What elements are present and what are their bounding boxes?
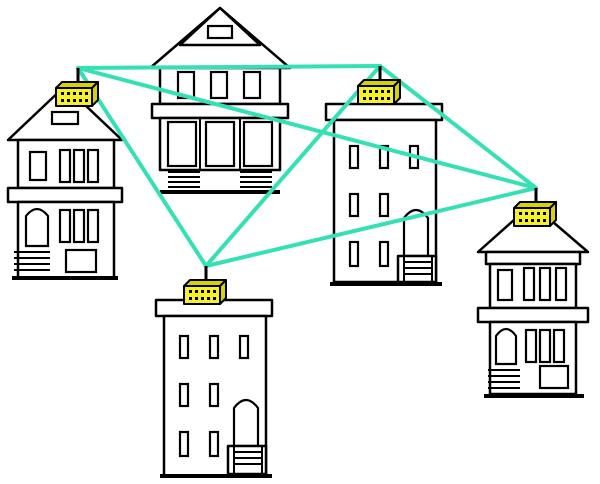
house-right xyxy=(476,202,590,398)
mesh-links xyxy=(76,64,538,268)
router-r1-icon xyxy=(54,66,100,108)
link-r2-r4 xyxy=(204,64,382,268)
link-r4-r3 xyxy=(204,186,538,268)
rowhouse-center xyxy=(324,102,444,286)
link-r2-r3 xyxy=(378,64,538,190)
link-r1-r3 xyxy=(76,66,538,190)
router-r4-icon xyxy=(182,264,228,306)
rowhouse-bottom xyxy=(154,298,274,478)
link-r1-r4 xyxy=(76,66,208,268)
house-top-center xyxy=(148,6,292,194)
router-r2-icon xyxy=(356,64,402,106)
routers xyxy=(54,64,558,306)
house-left xyxy=(6,84,124,280)
link-r1-r2 xyxy=(76,64,382,70)
